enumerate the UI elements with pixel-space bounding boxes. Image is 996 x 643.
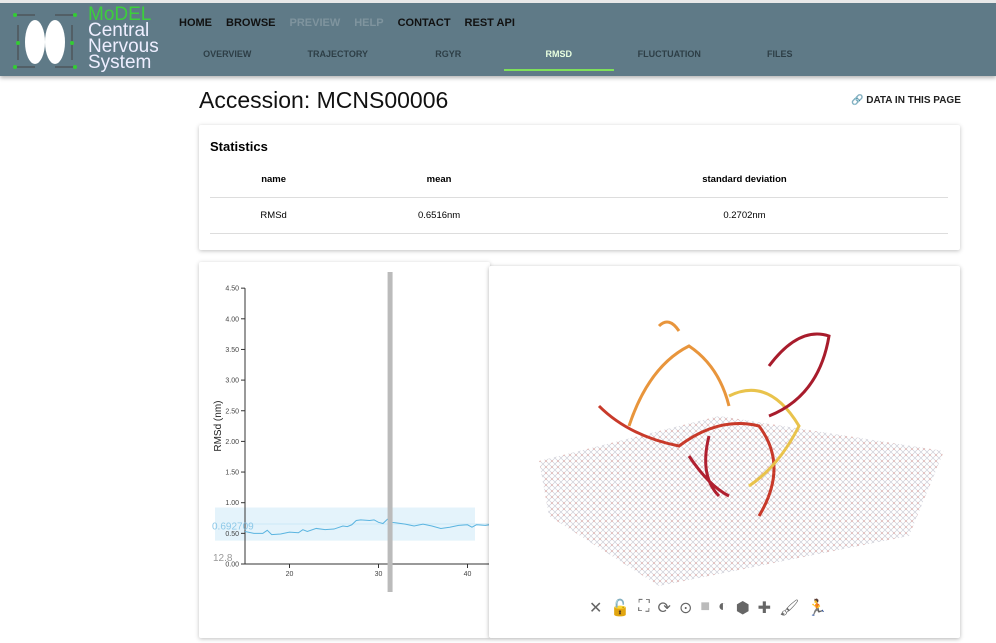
rmsd-series-line (244, 518, 490, 536)
hover-x-value: 12.8 (213, 553, 233, 564)
y-tick-label: 2.50 (225, 408, 239, 415)
x-tick-label: 20 (286, 571, 294, 578)
hover-value: 0.692709 (212, 522, 254, 533)
y-tick-label: 4.50 (225, 286, 239, 293)
col-mean: mean (337, 163, 541, 198)
cell-std: 0.2702nm (540, 197, 948, 234)
y-tick-label: 1.50 (225, 470, 239, 477)
fullscreen-icon[interactable]: ⛶ (638, 598, 650, 615)
col-std: standard deviation (540, 163, 948, 198)
rmsd-chart-card: 0.00 0.50 1.00 1.50 2.00 2.50 3.00 3.50 4.00 4.50… (199, 262, 490, 638)
data-link-label: DATA IN THIS PAGE (866, 95, 961, 106)
logo[interactable]: MoDEL Central Nervous System (10, 5, 159, 75)
top-nav: HOME BROWSE PREVIEW HELP CONTACT REST AP… (179, 17, 529, 29)
viewer-toolbar: ✕ 🔓 ⛶ ⟳ ⊙ ■ ◐ ⬢ ✚ 🖌 🏃 (589, 598, 827, 618)
page-title: Accession: MCNS00006 (199, 87, 449, 113)
y-tick-label: 4.00 (225, 316, 239, 323)
x-tick-label: 40 (464, 571, 472, 578)
link-icon: 🔗 (851, 95, 864, 106)
tab-rmsd[interactable]: RMSD (503, 43, 614, 71)
tab-fluctuation[interactable]: FLUCTUATION (637, 49, 701, 59)
run-icon[interactable]: 🏃 (807, 600, 828, 617)
close-icon[interactable]: ✕ (589, 600, 603, 617)
y-tick-label: 1.00 (225, 500, 239, 507)
nav-home[interactable]: HOME (179, 17, 212, 29)
camera-icon[interactable]: ■ (700, 598, 711, 615)
center-icon[interactable]: ⊙ (678, 600, 693, 617)
tab-trajectory[interactable]: TRAJECTORY (307, 49, 368, 59)
lock-icon[interactable]: 🔓 (610, 600, 631, 617)
cell-mean: 0.6516nm (337, 197, 541, 234)
nav-preview: PREVIEW (289, 17, 341, 29)
tabs: OVERVIEW TRAJECTORY RGYR RMSD FLUCTUATIO… (172, 43, 835, 71)
y-axis-label: RMSd (nm) (213, 401, 224, 452)
y-tick-label: 2.00 (225, 439, 239, 446)
logo-line: System (88, 52, 152, 73)
data-in-page-link[interactable]: 🔗 DATA IN THIS PAGE (851, 95, 961, 106)
x-tick-label: 30 (375, 571, 383, 578)
nav-help: HELP (354, 17, 384, 29)
logo-brand: MoDEL (88, 4, 152, 25)
tab-overview[interactable]: OVERVIEW (203, 49, 252, 59)
y-tick-label: 0.50 (225, 531, 239, 538)
statistics-title: Statistics (210, 139, 268, 154)
contrast-icon[interactable]: ◐ (718, 598, 728, 615)
rmsd-chart[interactable]: 0.00 0.50 1.00 1.50 2.00 2.50 3.00 3.50 4.00 4.50… (199, 262, 490, 638)
table-row: RMSd 0.6516nm 0.2702nm (210, 197, 948, 234)
molecule-viewer[interactable]: ✕ 🔓 ⛶ ⟳ ⊙ ■ ◐ ⬢ ✚ 🖌 🏃 (489, 266, 960, 638)
nav-rest-api[interactable]: REST API (464, 17, 515, 29)
tab-rgyr[interactable]: RGYR (435, 49, 462, 59)
time-cursor[interactable] (387, 272, 393, 592)
refresh-icon[interactable]: ⟳ (657, 600, 671, 617)
cell-name: RMSd (210, 197, 338, 234)
tab-files[interactable]: FILES (766, 49, 793, 59)
col-name: name (210, 163, 338, 198)
brain-icon (13, 13, 77, 69)
header: MoDEL Central Nervous System HOME BROWSE… (0, 0, 996, 76)
nav-browse[interactable]: BROWSE (226, 17, 276, 29)
y-tick-label: 3.00 (225, 378, 239, 385)
y-tick-label: 0.00 (225, 562, 239, 569)
brush-icon[interactable]: 🖌 (779, 600, 800, 617)
logo-text: MoDEL Central Nervous System (88, 4, 159, 73)
statistics-card: Statistics name mean standard deviation RM… (199, 125, 960, 250)
molecule-render[interactable] (489, 266, 960, 596)
puzzle-icon[interactable]: ✚ (757, 600, 772, 617)
nav-contact[interactable]: CONTACT (397, 17, 451, 29)
logo-line: Central (88, 20, 150, 41)
cube-icon[interactable]: ⬢ (735, 600, 750, 617)
y-tick-label: 3.50 (225, 347, 239, 354)
logo-line: Nervous (88, 36, 159, 57)
statistics-table: name mean standard deviation RMSd 0.6516nm 0… (210, 163, 948, 234)
